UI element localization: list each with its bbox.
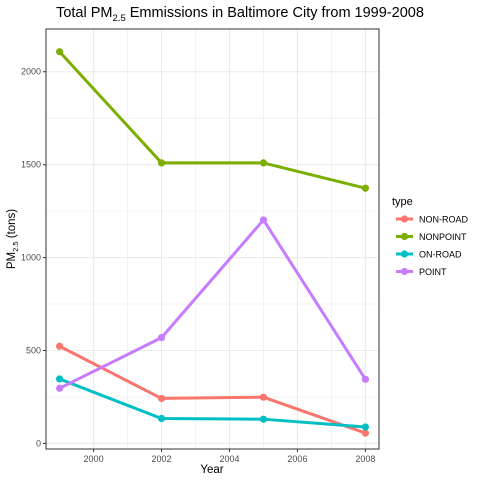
data-point-on-road (55, 375, 64, 383)
legend-title: type (392, 196, 413, 208)
legend-item-on-road: ON-ROAD (396, 250, 462, 260)
data-point-non-road (259, 393, 268, 401)
legend-item-point: POINT (396, 267, 447, 277)
x-tick-label: 2004 (219, 454, 239, 464)
plot-border (45, 28, 380, 450)
x-tick-label: 2006 (287, 454, 307, 464)
data-point-on-road (361, 423, 370, 431)
data-point-nonpoint (55, 48, 64, 56)
chart-title: Total PM2.5 Emmissions in Baltimore City… (56, 5, 424, 24)
data-point-point (259, 216, 268, 224)
data-point-nonpoint (361, 184, 370, 192)
data-point-nonpoint (157, 159, 166, 167)
x-tick-label: 2008 (355, 454, 375, 464)
x-axis-title: Year (200, 464, 223, 476)
data-point-point (157, 334, 166, 342)
series-layer (55, 48, 370, 437)
data-point-non-road (157, 394, 166, 403)
legend-swatch-point (400, 232, 409, 241)
legend-swatch-point (400, 250, 409, 258)
y-tick-label: 0 (36, 438, 41, 448)
y-tick-label: 500 (26, 346, 41, 356)
data-point-nonpoint (259, 159, 268, 167)
data-point-point (361, 375, 370, 383)
y-tick-label: 1500 (21, 160, 41, 170)
data-point-non-road (55, 342, 64, 350)
y-tick-label: 1000 (21, 253, 41, 263)
data-point-point (55, 384, 64, 392)
series-line-point (58, 218, 367, 390)
grid-layer (46, 29, 379, 449)
x-tick-label: 2000 (84, 454, 104, 464)
legend-swatch-point (400, 215, 409, 223)
x-tick-label: 2002 (152, 454, 172, 464)
y-axis-title: PM2.5 (tons) (6, 209, 20, 269)
legend-swatch-point (400, 267, 409, 276)
legend: type NON-ROAD NONPOINT ON-ROAD POINT (392, 196, 468, 277)
series-line-on-road (59, 377, 366, 429)
legend-label: POINT (419, 267, 447, 277)
axis-layer: 2000 2002 2004 2006 2008 0 500 1000 1500 2000 (21, 67, 375, 464)
series-line-nonpoint (58, 50, 366, 190)
legend-label: ON-ROAD (419, 250, 462, 260)
legend-label: NONPOINT (419, 232, 467, 242)
series-line-non-road (58, 344, 366, 435)
legend-item-non-road: NON-ROAD (396, 215, 468, 225)
data-point-on-road (259, 415, 268, 423)
legend-item-nonpoint: NONPOINT (396, 232, 467, 242)
data-point-on-road (157, 414, 166, 423)
data-point-non-road (361, 429, 370, 437)
y-tick-label: 2000 (21, 67, 41, 77)
legend-label: NON-ROAD (419, 215, 468, 225)
